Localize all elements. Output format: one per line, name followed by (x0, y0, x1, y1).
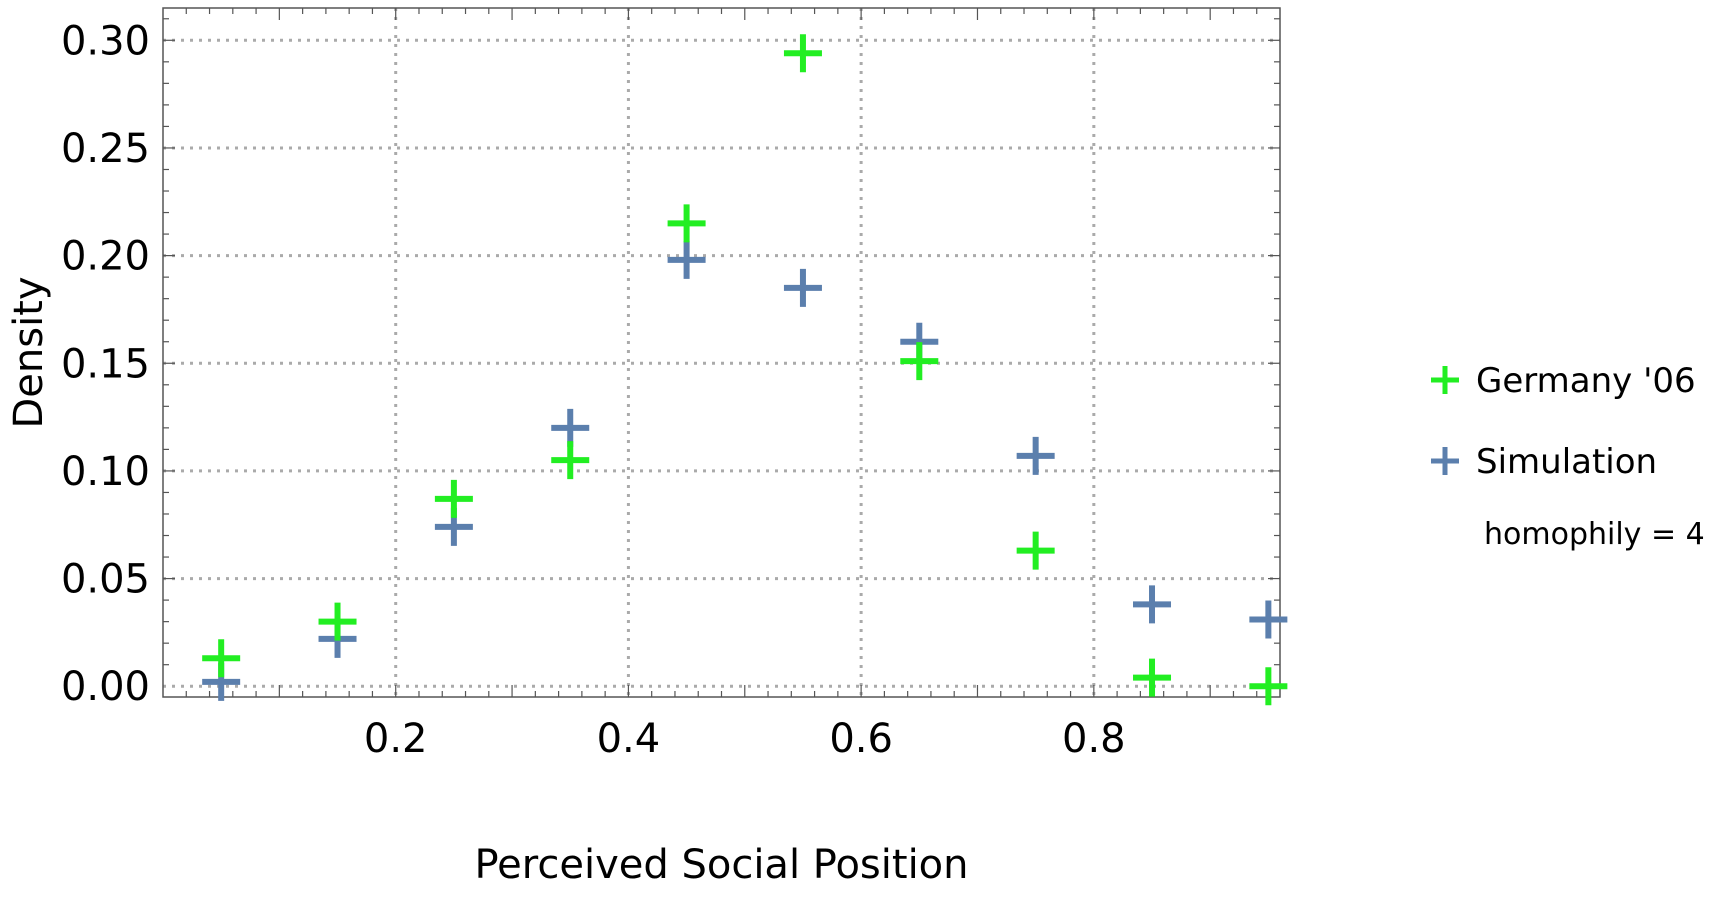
legend-marker-simulation (1431, 447, 1459, 475)
data-point (318, 602, 357, 641)
data-point (783, 34, 822, 73)
legend-label-germany: Germany '06 (1476, 361, 1696, 401)
legend-label-simulation: Simulation (1476, 442, 1657, 482)
y-tick-label: 0.20 (61, 234, 150, 280)
y-tick-label: 0.05 (61, 557, 150, 603)
y-tick-label: 0.30 (61, 18, 150, 64)
legend-note: homophily = 4 (1484, 517, 1705, 552)
data-point (667, 240, 706, 279)
data-point (1133, 585, 1172, 624)
data-point (551, 408, 590, 447)
data-point (667, 204, 706, 243)
series-germany (202, 34, 1288, 706)
data-point (1016, 531, 1055, 570)
minor-ticks (163, 8, 1280, 697)
x-tick-label: 0.4 (597, 716, 661, 762)
legend-marker-germany (1431, 366, 1459, 394)
data-markers (202, 34, 1288, 706)
x-tick-label: 0.6 (829, 716, 893, 762)
data-point (202, 639, 241, 678)
y-tick-label: 0.00 (61, 664, 150, 710)
data-point (1016, 436, 1055, 475)
tick-labels: 0.2 0.4 0.6 0.8 0.00 0.05 0.10 0.15 0.20 0.25 0.30 (61, 18, 1126, 762)
data-point (1133, 658, 1172, 697)
data-point (783, 268, 822, 307)
x-tick-label: 0.8 (1062, 716, 1126, 762)
y-axis-label: Density (6, 276, 52, 428)
legend: Germany '06 Simulation homophily = 4 (1431, 361, 1705, 552)
grid-lines (163, 8, 1280, 697)
y-tick-label: 0.25 (61, 126, 150, 172)
y-tick-label: 0.15 (61, 341, 150, 387)
plot-frame (162, 7, 1281, 698)
data-point (1249, 600, 1288, 639)
y-tick-label: 0.10 (61, 449, 150, 495)
x-axis-label: Perceived Social Position (474, 842, 968, 888)
data-point (551, 441, 590, 480)
data-point (1249, 667, 1288, 706)
data-point (900, 342, 939, 381)
x-tick-label: 0.2 (364, 716, 428, 762)
series-simulation (202, 240, 1288, 701)
data-point (434, 479, 473, 518)
